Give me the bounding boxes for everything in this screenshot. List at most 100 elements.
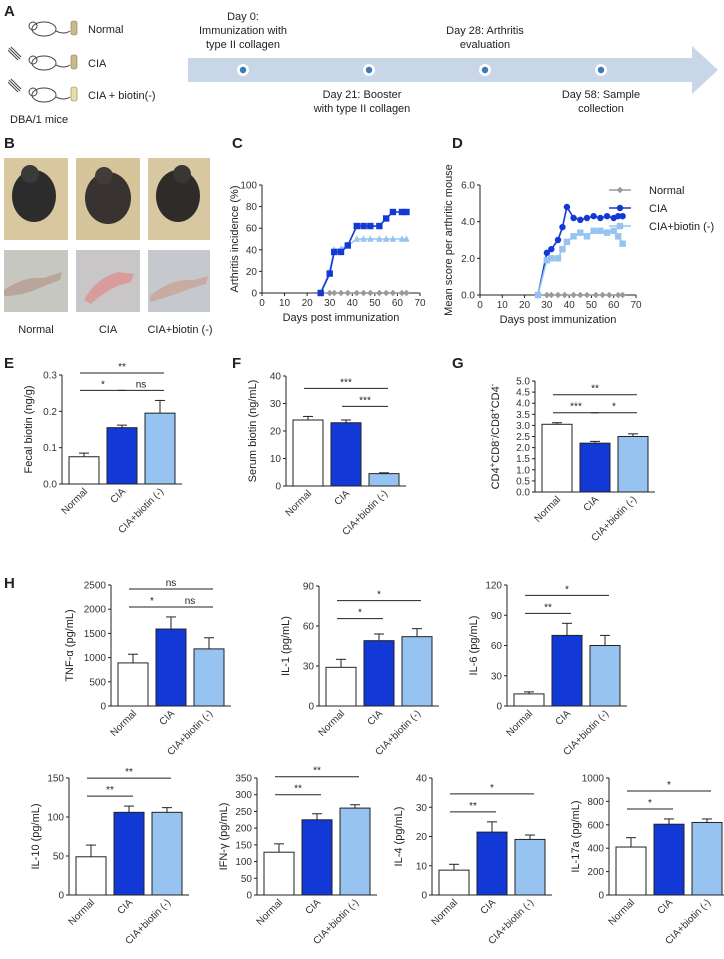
y-tick-label: 2.5 <box>516 432 530 443</box>
significance-label: ns <box>136 379 147 390</box>
bar <box>617 436 649 493</box>
panel-label-d: D <box>452 135 463 152</box>
bar-chart-9: 0 50 100 150 200 250 300 350 IFN-γ (pg/mL) Normal… <box>218 766 377 947</box>
timeline-event-text: type II collagen <box>206 39 280 51</box>
data-point <box>398 208 406 216</box>
y-tick-label: 30 <box>416 803 428 814</box>
panel-a: A Day 0: Immunization with type II colla… <box>4 3 718 126</box>
significance-label: * <box>150 596 154 607</box>
significance-label: *** <box>340 377 352 388</box>
significance-label: * <box>358 608 362 619</box>
data-point <box>559 245 566 253</box>
series-line <box>319 238 407 294</box>
significance-label: *** <box>359 395 371 406</box>
significance-label: ** <box>469 801 477 812</box>
y-tick-label: 0 <box>58 891 64 902</box>
y-tick-label: 20 <box>246 267 258 278</box>
data-point <box>614 291 622 299</box>
y-axis-label: IL-1 (pg/mL) <box>280 616 292 676</box>
significance-label: * <box>612 402 616 413</box>
food-pellet-icon <box>70 20 78 36</box>
bar <box>117 662 149 707</box>
data-point <box>610 227 617 235</box>
data-point <box>353 289 360 297</box>
y-tick-label: 150 <box>47 774 64 785</box>
mouse-icon <box>28 55 71 71</box>
bar <box>368 473 400 487</box>
panel-label-b: B <box>4 135 15 152</box>
timeline-event-text: collection <box>578 103 624 115</box>
x-category-label: CIA <box>554 708 574 728</box>
y-axis-label: Mean score per arthritic mouse <box>443 164 455 316</box>
data-point <box>382 235 390 242</box>
data-point <box>570 214 577 222</box>
data-point <box>382 215 390 222</box>
y-tick-label: 4.0 <box>516 399 530 410</box>
x-category-label: Normal <box>317 708 348 739</box>
data-point <box>353 235 360 242</box>
y-tick-label: 1.0 <box>516 465 530 476</box>
y-tick-label: 60 <box>491 641 503 652</box>
bar <box>155 628 187 707</box>
paw-photo <box>76 250 140 312</box>
x-category-label: Normal <box>505 708 536 739</box>
y-tick-label: 200 <box>587 867 604 878</box>
timeline-event-text: Day 58: Sample <box>562 89 640 101</box>
data-point <box>403 289 410 297</box>
y-tick-label: 50 <box>53 852 65 863</box>
series-cia <box>534 203 626 299</box>
y-tick-label: 0 <box>100 702 106 713</box>
data-point <box>403 235 410 242</box>
y-tick-label: 0 <box>308 702 314 713</box>
significance-label: ** <box>313 766 321 777</box>
significance-label: ** <box>118 362 126 373</box>
data-point <box>590 227 597 235</box>
paw-photo <box>148 250 210 312</box>
y-tick-label: 250 <box>235 807 252 818</box>
data-point <box>382 289 390 297</box>
mouse-photo <box>76 158 140 240</box>
timeline-event-text: Immunization with <box>199 25 287 37</box>
bar <box>301 819 333 896</box>
data-point <box>599 291 606 299</box>
data-point <box>614 212 622 220</box>
data-point <box>398 235 406 242</box>
panel-label-g: G <box>452 355 464 372</box>
bar <box>193 648 225 707</box>
data-point <box>398 289 406 297</box>
significance-label: ** <box>125 767 133 778</box>
bar <box>551 634 583 707</box>
data-point <box>376 222 383 230</box>
y-tick-label: 30 <box>303 662 315 673</box>
panel-label-h: H <box>4 575 15 592</box>
data-point <box>376 289 383 297</box>
panel-label-e: E <box>4 355 14 372</box>
panel-label-a: A <box>4 3 15 20</box>
data-point <box>619 240 626 247</box>
y-tick-label: 0.3 <box>43 371 57 382</box>
line-chart-c: 0 10 20 30 40 50 60 70 0 20 40 60 80 100 Days post imm… <box>229 181 426 325</box>
y-tick-label: 80 <box>246 202 258 213</box>
y-axis-label-superscript: - <box>488 383 497 386</box>
y-axis-label: IL-4 (pg/mL) <box>393 807 405 867</box>
y-tick-label: 0.5 <box>516 476 530 487</box>
significance-label: * <box>667 780 671 791</box>
x-category-label: Normal <box>255 897 286 928</box>
panel-b: B Normal CIA CIA+biotin (-) <box>4 135 213 336</box>
y-tick-label: 40 <box>416 774 428 785</box>
y-axis-label-superscript: + <box>488 408 497 413</box>
data-point <box>570 291 577 299</box>
x-category-label: Normal <box>430 897 461 928</box>
y-tick-label: 20 <box>416 832 428 843</box>
y-tick-label: 100 <box>240 181 257 192</box>
y-tick-label: 4.5 <box>516 388 530 399</box>
timeline-dot <box>595 64 607 76</box>
bar <box>68 456 100 485</box>
significance-label: * <box>565 584 569 595</box>
data-point <box>403 208 410 216</box>
y-axis-label: IL-17a (pg/mL) <box>570 800 582 872</box>
y-tick-label: 4.0 <box>461 217 475 228</box>
y-axis-label-superscript: + <box>488 462 497 467</box>
